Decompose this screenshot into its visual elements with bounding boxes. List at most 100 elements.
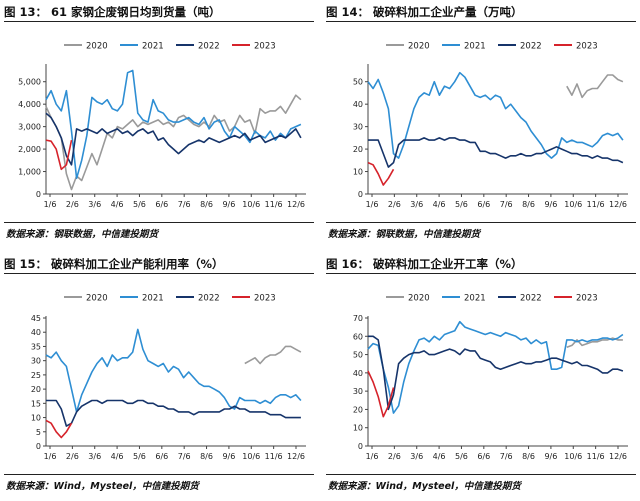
legend-item-2021: 2021	[120, 42, 164, 52]
series-line-2023	[45, 419, 73, 439]
y-tick-label: 20	[353, 405, 363, 414]
title-rule	[4, 21, 314, 22]
figure-label: 图 14：	[326, 5, 370, 19]
y-tick-label: 15	[31, 399, 41, 408]
x-tick-label: 9/6	[222, 200, 235, 209]
legend-item-2023: 2023	[232, 294, 276, 304]
legend-label: 2022	[198, 42, 220, 52]
chart-title-text: 破碎料加工企业产能利用率（%）	[51, 257, 224, 271]
y-tick-label: 1,000	[18, 168, 41, 177]
legend-label: 2022	[198, 294, 220, 304]
x-tick-label: 4/6	[433, 200, 446, 209]
legend-label: 2020	[408, 42, 430, 52]
x-tick-label: 2/6	[388, 200, 401, 209]
y-tick-label: 10	[353, 168, 363, 177]
legend-label: 2021	[464, 294, 486, 304]
legend-item-2021: 2021	[120, 294, 164, 304]
x-tick-label: 3/6	[88, 452, 101, 461]
x-tick-label: 11/6	[265, 452, 283, 461]
x-tick-label: 9/6	[222, 452, 235, 461]
series-line-2022	[45, 112, 302, 166]
series-line-2021	[367, 71, 624, 159]
x-tick-label: 3/6	[410, 200, 423, 209]
x-tick-label: 10/6	[564, 200, 582, 209]
x-tick-label: 7/6	[178, 200, 191, 209]
legend-item-2020: 2020	[64, 294, 108, 304]
figure-label: 图 16：	[326, 257, 370, 271]
x-tick-label: 3/6	[410, 452, 423, 461]
y-tick-label: 40	[353, 100, 363, 109]
source-rule	[4, 474, 314, 475]
legend-item-2020: 2020	[64, 42, 108, 52]
x-tick-label: 11/6	[587, 452, 605, 461]
x-tick-label: 7/6	[500, 452, 513, 461]
chart-panel-3: 图 15： 破碎料加工企业产能利用率（%） 2020 2021 2022 2023 0 5 1…	[0, 252, 314, 492]
legend-label: 2022	[520, 294, 542, 304]
x-tick-label: 1/6	[44, 200, 57, 209]
x-tick-label: 10/6	[242, 200, 260, 209]
series-line-2022	[46, 399, 301, 427]
y-tick-label: 30	[353, 387, 363, 396]
legend-label: 2023	[576, 42, 598, 52]
line-chart: 2020 2021 2022 2023 0 10 20 30 40 50 60 70 1/6 2/6 3/6…	[353, 294, 628, 461]
series-line-2020	[244, 345, 302, 365]
series-line-2023	[367, 370, 395, 418]
y-tick-label: 3,000	[18, 123, 41, 132]
source-rule	[326, 222, 636, 223]
x-tick-label: 11/6	[587, 200, 605, 209]
y-tick-label: 5	[36, 428, 41, 437]
figure-label: 图 13：	[4, 5, 48, 19]
y-tick-label: 50	[353, 78, 363, 87]
chart-panel-4: 图 16： 破碎料加工企业开工率（%） 2020 2021 2022 2023 0 10 20…	[322, 252, 636, 492]
data-source-note: 数据来源：Wind，Mysteel，中信建投期货	[6, 481, 199, 492]
y-tick-label: 45	[31, 314, 41, 323]
x-tick-label: 7/6	[178, 452, 191, 461]
x-tick-label: 9/6	[544, 452, 557, 461]
line-chart: 2020 2021 2022 2023 0 1,000 2,000 3,000 4,000 5,0…	[18, 42, 306, 209]
legend-label: 2021	[464, 42, 486, 52]
x-tick-label: 6/6	[155, 452, 168, 461]
chart-title-text: 61 家钢企废钢日均到货量（吨）	[51, 5, 221, 19]
legend-label: 2021	[142, 294, 164, 304]
legend-item-2020: 2020	[386, 42, 430, 52]
x-tick-label: 6/6	[477, 200, 490, 209]
legend-item-2020: 2020	[386, 294, 430, 304]
x-tick-label: 10/6	[564, 452, 582, 461]
series-line-2021	[367, 320, 624, 414]
x-tick-label: 12/6	[609, 452, 627, 461]
legend-label: 2021	[142, 42, 164, 52]
x-tick-label: 5/6	[455, 200, 468, 209]
y-tick-label: 0	[36, 442, 41, 451]
x-tick-label: 5/6	[455, 452, 468, 461]
y-tick-label: 50	[353, 351, 363, 360]
legend-item-2023: 2023	[232, 42, 276, 52]
series-line-2021	[45, 69, 302, 180]
y-tick-label: 10	[31, 414, 41, 423]
legend-item-2021: 2021	[442, 294, 486, 304]
series-line-2020	[45, 94, 302, 191]
line-chart: 2020 2021 2022 2023 0 5 10 15 20 25 30 35 40 45 1/6 2/6…	[31, 294, 306, 461]
chart-panel-2: 图 14： 破碎料加工企业产量（万吨） 2020 2021 2022 2023 0 10 20…	[322, 0, 636, 240]
source-rule	[326, 474, 636, 475]
x-tick-label: 6/6	[155, 200, 168, 209]
y-tick-label: 0	[36, 190, 41, 199]
x-tick-label: 2/6	[388, 452, 401, 461]
legend-label: 2023	[254, 294, 276, 304]
x-tick-label: 1/6	[44, 452, 57, 461]
x-tick-label: 9/6	[544, 200, 557, 209]
y-tick-label: 60	[353, 332, 363, 341]
series-line-2023	[367, 161, 395, 186]
series-line-2022	[368, 335, 624, 411]
x-tick-label: 7/6	[500, 200, 513, 209]
y-tick-label: 4,000	[18, 100, 41, 109]
x-tick-label: 12/6	[609, 200, 627, 209]
legend-item-2022: 2022	[498, 294, 542, 304]
chart-panel-1: 图 13： 61 家钢企废钢日均到货量（吨） 2020 2021 2022 2023 0 1…	[0, 0, 314, 240]
y-tick-label: 20	[31, 385, 41, 394]
legend-label: 2023	[576, 294, 598, 304]
x-tick-label: 8/6	[522, 200, 535, 209]
legend-item-2021: 2021	[442, 42, 486, 52]
series-line-2020	[566, 74, 624, 99]
x-tick-label: 6/6	[477, 452, 490, 461]
x-tick-label: 2/6	[66, 200, 79, 209]
